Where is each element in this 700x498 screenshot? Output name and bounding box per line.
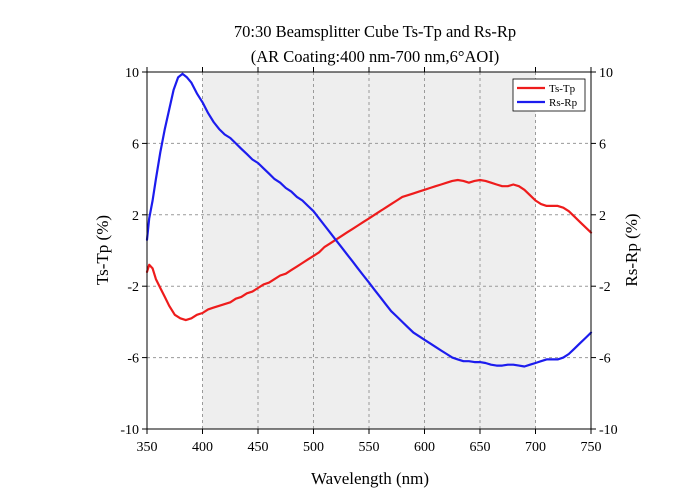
legend-box <box>512 78 586 112</box>
y-tick-label-left: -10 <box>120 423 139 438</box>
y-axis-left-title: Ts-Tp (%) <box>93 215 112 285</box>
series-layer <box>145 72 593 368</box>
chart-title: 70:30 Beamsplitter Cube Ts-Tp and Rs-Rp <box>234 22 516 41</box>
x-tick-label: 350 <box>137 440 158 455</box>
legend: Ts-Tp Rs-Rp <box>512 78 586 112</box>
x-tick-label: 500 <box>303 440 324 455</box>
y-tick-label-right: -2 <box>599 280 611 295</box>
y-tick-label-left: -6 <box>127 352 139 367</box>
y-tick-label-left: 2 <box>132 209 139 224</box>
y-tick-label-left: 6 <box>132 137 139 152</box>
x-tick-label: 700 <box>525 440 546 455</box>
y-tick-label-right: 10 <box>599 66 613 81</box>
x-tick-label: 600 <box>414 440 435 455</box>
y-tick-label-right: 2 <box>599 209 606 224</box>
series-line-rs-rp <box>145 72 593 368</box>
chart-subtitle: (AR Coating:400 nm-700 nm,6°AOI) <box>251 47 500 66</box>
x-tick-label: 550 <box>359 440 380 455</box>
x-tick-label: 650 <box>470 440 491 455</box>
y-axis-right-title: Rs-Rp (%) <box>622 213 641 286</box>
shaded-band <box>202 72 536 429</box>
legend-label-rs-rp: Rs-Rp <box>549 97 578 109</box>
x-axis-title: Wavelength (nm) <box>311 469 429 488</box>
y-tick-label-right: -10 <box>599 423 618 438</box>
x-tick-label: 750 <box>581 440 602 455</box>
grid-lines <box>147 72 591 429</box>
legend-label-ts-tp: Ts-Tp <box>549 83 576 95</box>
axis-ticks: 350 400 450 500 550 600 650 700 750 10 10 6 6 2 2 -2 -2 -… <box>120 66 617 455</box>
y-tick-label-right: 6 <box>599 137 606 152</box>
series-line-ts-tp <box>145 178 593 322</box>
x-tick-label: 400 <box>192 440 213 455</box>
y-tick-label-left: -2 <box>127 280 139 295</box>
y-tick-label-left: 10 <box>125 66 139 81</box>
y-tick-label-right: -6 <box>599 352 611 367</box>
x-tick-label: 450 <box>248 440 269 455</box>
